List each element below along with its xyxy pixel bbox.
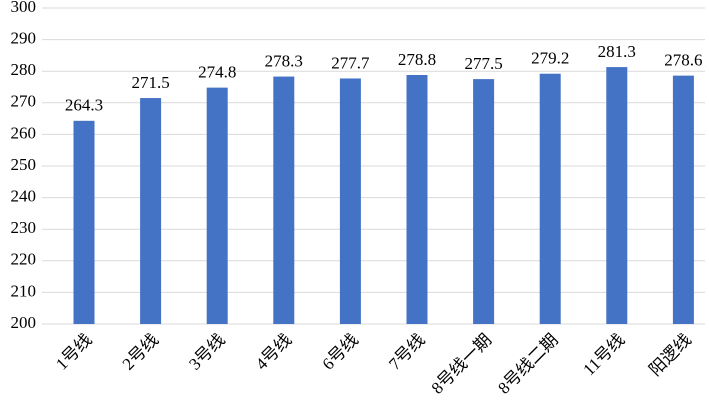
bar xyxy=(273,76,295,325)
y-tick-label: 250 xyxy=(11,155,37,174)
bar xyxy=(140,98,162,324)
y-tick-label: 280 xyxy=(11,60,37,79)
bar xyxy=(406,74,428,324)
y-tick-label: 200 xyxy=(11,313,37,332)
x-tick-label: 阳逻线 xyxy=(645,330,694,379)
y-tick-label: 230 xyxy=(11,218,37,237)
bar xyxy=(473,79,495,324)
y-tick-label: 210 xyxy=(11,281,37,300)
y-tick-label: 260 xyxy=(11,123,37,142)
x-tick-label: 11号线 xyxy=(579,330,628,379)
y-tick-label: 240 xyxy=(11,187,37,206)
data-label: 274.8 xyxy=(198,63,236,82)
x-tick-label: 7号线 xyxy=(385,330,428,373)
x-tick-label: 6号线 xyxy=(319,330,362,373)
data-label: 277.5 xyxy=(464,54,502,73)
x-tick-label: 3号线 xyxy=(185,330,228,373)
x-tick-label: 4号线 xyxy=(252,330,295,373)
bar xyxy=(339,78,361,324)
data-label: 278.8 xyxy=(398,50,436,69)
y-tick-label: 270 xyxy=(11,92,37,111)
y-tick-label: 220 xyxy=(11,250,37,269)
data-label: 264.3 xyxy=(65,96,103,115)
x-tick-label: 8号线二期 xyxy=(494,330,562,398)
bar xyxy=(672,75,694,325)
data-label: 279.2 xyxy=(531,49,569,68)
y-tick-label: 290 xyxy=(11,29,37,48)
y-tick-label: 300 xyxy=(11,0,37,16)
x-tick-label: 2号线 xyxy=(119,330,162,373)
data-label: 281.3 xyxy=(598,42,636,61)
data-label: 271.5 xyxy=(131,73,169,92)
bar xyxy=(206,87,228,325)
bar xyxy=(73,120,95,324)
data-label: 277.7 xyxy=(331,53,370,72)
bar xyxy=(539,73,561,324)
x-tick-label: 1号线 xyxy=(52,330,95,373)
bar xyxy=(606,67,628,324)
data-label: 278.6 xyxy=(664,51,702,70)
data-label: 278.3 xyxy=(265,51,303,70)
x-tick-label: 8号线一期 xyxy=(428,330,496,398)
